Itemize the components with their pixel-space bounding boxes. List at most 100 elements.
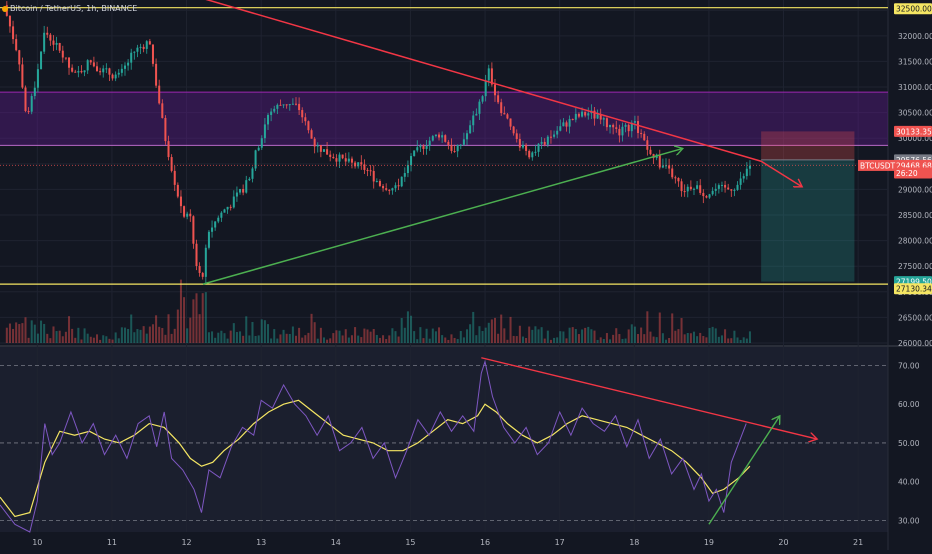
candle-body (478, 101, 481, 114)
candle-body (640, 133, 643, 135)
price-label: 32500.00 (896, 5, 932, 14)
candle-body (319, 145, 322, 152)
candle-body (481, 96, 484, 102)
volume-bar (481, 331, 484, 343)
volume-bar (204, 292, 207, 343)
volume-bar (360, 337, 363, 343)
volume-bar (382, 335, 385, 343)
candle-body (30, 96, 33, 112)
rsi-trendline (708, 416, 780, 525)
volume-bar (186, 328, 189, 343)
candle-body (192, 216, 195, 244)
volume-bar (624, 338, 627, 343)
candle-body (211, 227, 214, 232)
volume-bar (83, 328, 86, 343)
volume-bar (438, 327, 441, 343)
candle-body (444, 135, 447, 142)
volume-bar (30, 320, 33, 343)
volume-bar (357, 335, 360, 343)
volume-bar (637, 334, 640, 343)
candle-body (322, 149, 325, 152)
time-tick-label: 18 (629, 538, 639, 547)
volume-bar (556, 337, 559, 343)
volume-bar (720, 335, 723, 343)
volume-bar (609, 339, 612, 343)
volume-bar (294, 335, 298, 343)
volume-bar (232, 323, 235, 343)
candle-body (534, 151, 537, 153)
candle-body (599, 114, 602, 120)
volume-bar (40, 320, 43, 343)
candle-body (615, 127, 618, 129)
candle-body (74, 71, 77, 73)
volume-bar (733, 330, 736, 343)
candle-body (363, 164, 366, 170)
candle-body (577, 113, 580, 117)
volume-bar (748, 331, 751, 343)
volume-bar (24, 317, 27, 343)
candle-body (332, 156, 335, 159)
volume-bar (123, 327, 127, 343)
price-label: 29468.68 (896, 161, 932, 170)
volume-bar (260, 319, 263, 343)
candle-body (400, 176, 403, 187)
candle-body (584, 111, 587, 116)
volume-bar (596, 339, 599, 343)
volume-bar (671, 313, 674, 343)
candle-body (360, 162, 363, 165)
volume-bar (33, 324, 36, 343)
candle-body (518, 139, 521, 148)
volume-bar (310, 313, 313, 343)
volume-bar (291, 326, 294, 343)
volume-bar (633, 326, 636, 343)
candle-body (43, 32, 46, 52)
candle-body (335, 158, 338, 162)
volume-bar (142, 326, 145, 343)
candle-body (462, 139, 465, 145)
candle-body (453, 150, 456, 152)
candle-body (130, 52, 133, 63)
volume-bar (543, 338, 546, 343)
candle-body (475, 113, 478, 116)
candle-body (422, 145, 425, 149)
candle-body (111, 74, 114, 79)
volume-bar (36, 333, 39, 343)
volume-bar (201, 293, 204, 343)
candle-body (36, 69, 39, 88)
volume-bar (344, 329, 347, 343)
candle-body (307, 121, 310, 131)
candle-body (15, 39, 18, 51)
volume-bar (581, 329, 584, 343)
candle-body (521, 144, 524, 148)
price-tick-label: 31000.00 (898, 83, 932, 92)
candle-body (151, 44, 154, 64)
volume-bar (462, 337, 465, 343)
candle-body (671, 168, 674, 178)
candle-body (413, 150, 416, 157)
volume-bar (43, 323, 46, 343)
volume-bar (21, 323, 24, 343)
candle-body (239, 189, 242, 193)
candle-body (702, 192, 705, 197)
candle-body (170, 157, 173, 171)
candle-body (434, 134, 437, 137)
candle-body (525, 144, 528, 151)
time-tick-label: 12 (181, 538, 191, 547)
volume-bar (500, 314, 503, 343)
candle-body (699, 185, 702, 193)
candle-body (733, 189, 736, 191)
time-tick-label: 20 (778, 538, 788, 547)
candle-body (500, 102, 503, 114)
candle-body (64, 57, 67, 59)
volume-bar (385, 339, 388, 343)
candle-body (385, 188, 388, 190)
candle-body (720, 184, 723, 186)
volume-bar (475, 335, 478, 343)
candle-body (354, 162, 357, 167)
candle-body (637, 121, 640, 134)
volume-bar (71, 328, 74, 343)
candle-body (686, 186, 689, 192)
volume-bar (27, 337, 30, 343)
candle-body (465, 133, 469, 140)
volume-bar (419, 327, 422, 343)
